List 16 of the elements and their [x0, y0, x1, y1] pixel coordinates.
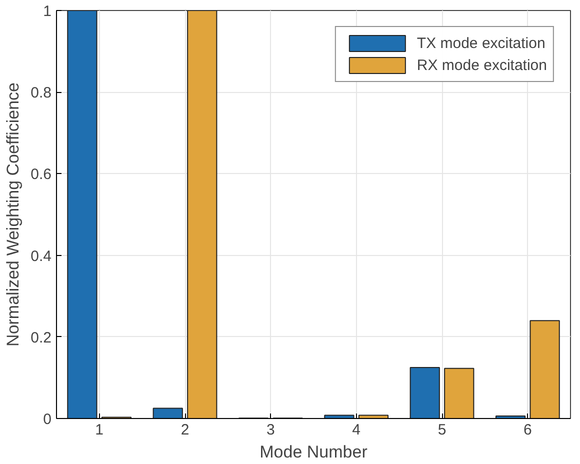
y-tick-label: 0.2 [30, 329, 52, 346]
y-tick-label: 0.4 [30, 248, 52, 265]
legend-label: TX mode excitation [416, 34, 546, 52]
x-tick-label: 4 [352, 422, 361, 438]
x-tick-label: 5 [438, 422, 446, 438]
y-axis-title: Normalized Weighting Coefficience [4, 82, 23, 346]
y-tick-label: 1 [43, 3, 52, 20]
y-tick-label: 0 [43, 411, 52, 428]
y-tick-label: 0.8 [30, 84, 52, 102]
x-tick-label: 1 [95, 422, 104, 438]
x-tick-label: 3 [266, 422, 275, 438]
y-tick-label: 0.6 [30, 166, 52, 184]
x-tick-label: 6 [523, 422, 532, 438]
x-tick-label: 2 [180, 422, 190, 438]
legend-label: RX mode excitation [416, 56, 547, 74]
x-axis-title: Mode Number [260, 442, 368, 462]
